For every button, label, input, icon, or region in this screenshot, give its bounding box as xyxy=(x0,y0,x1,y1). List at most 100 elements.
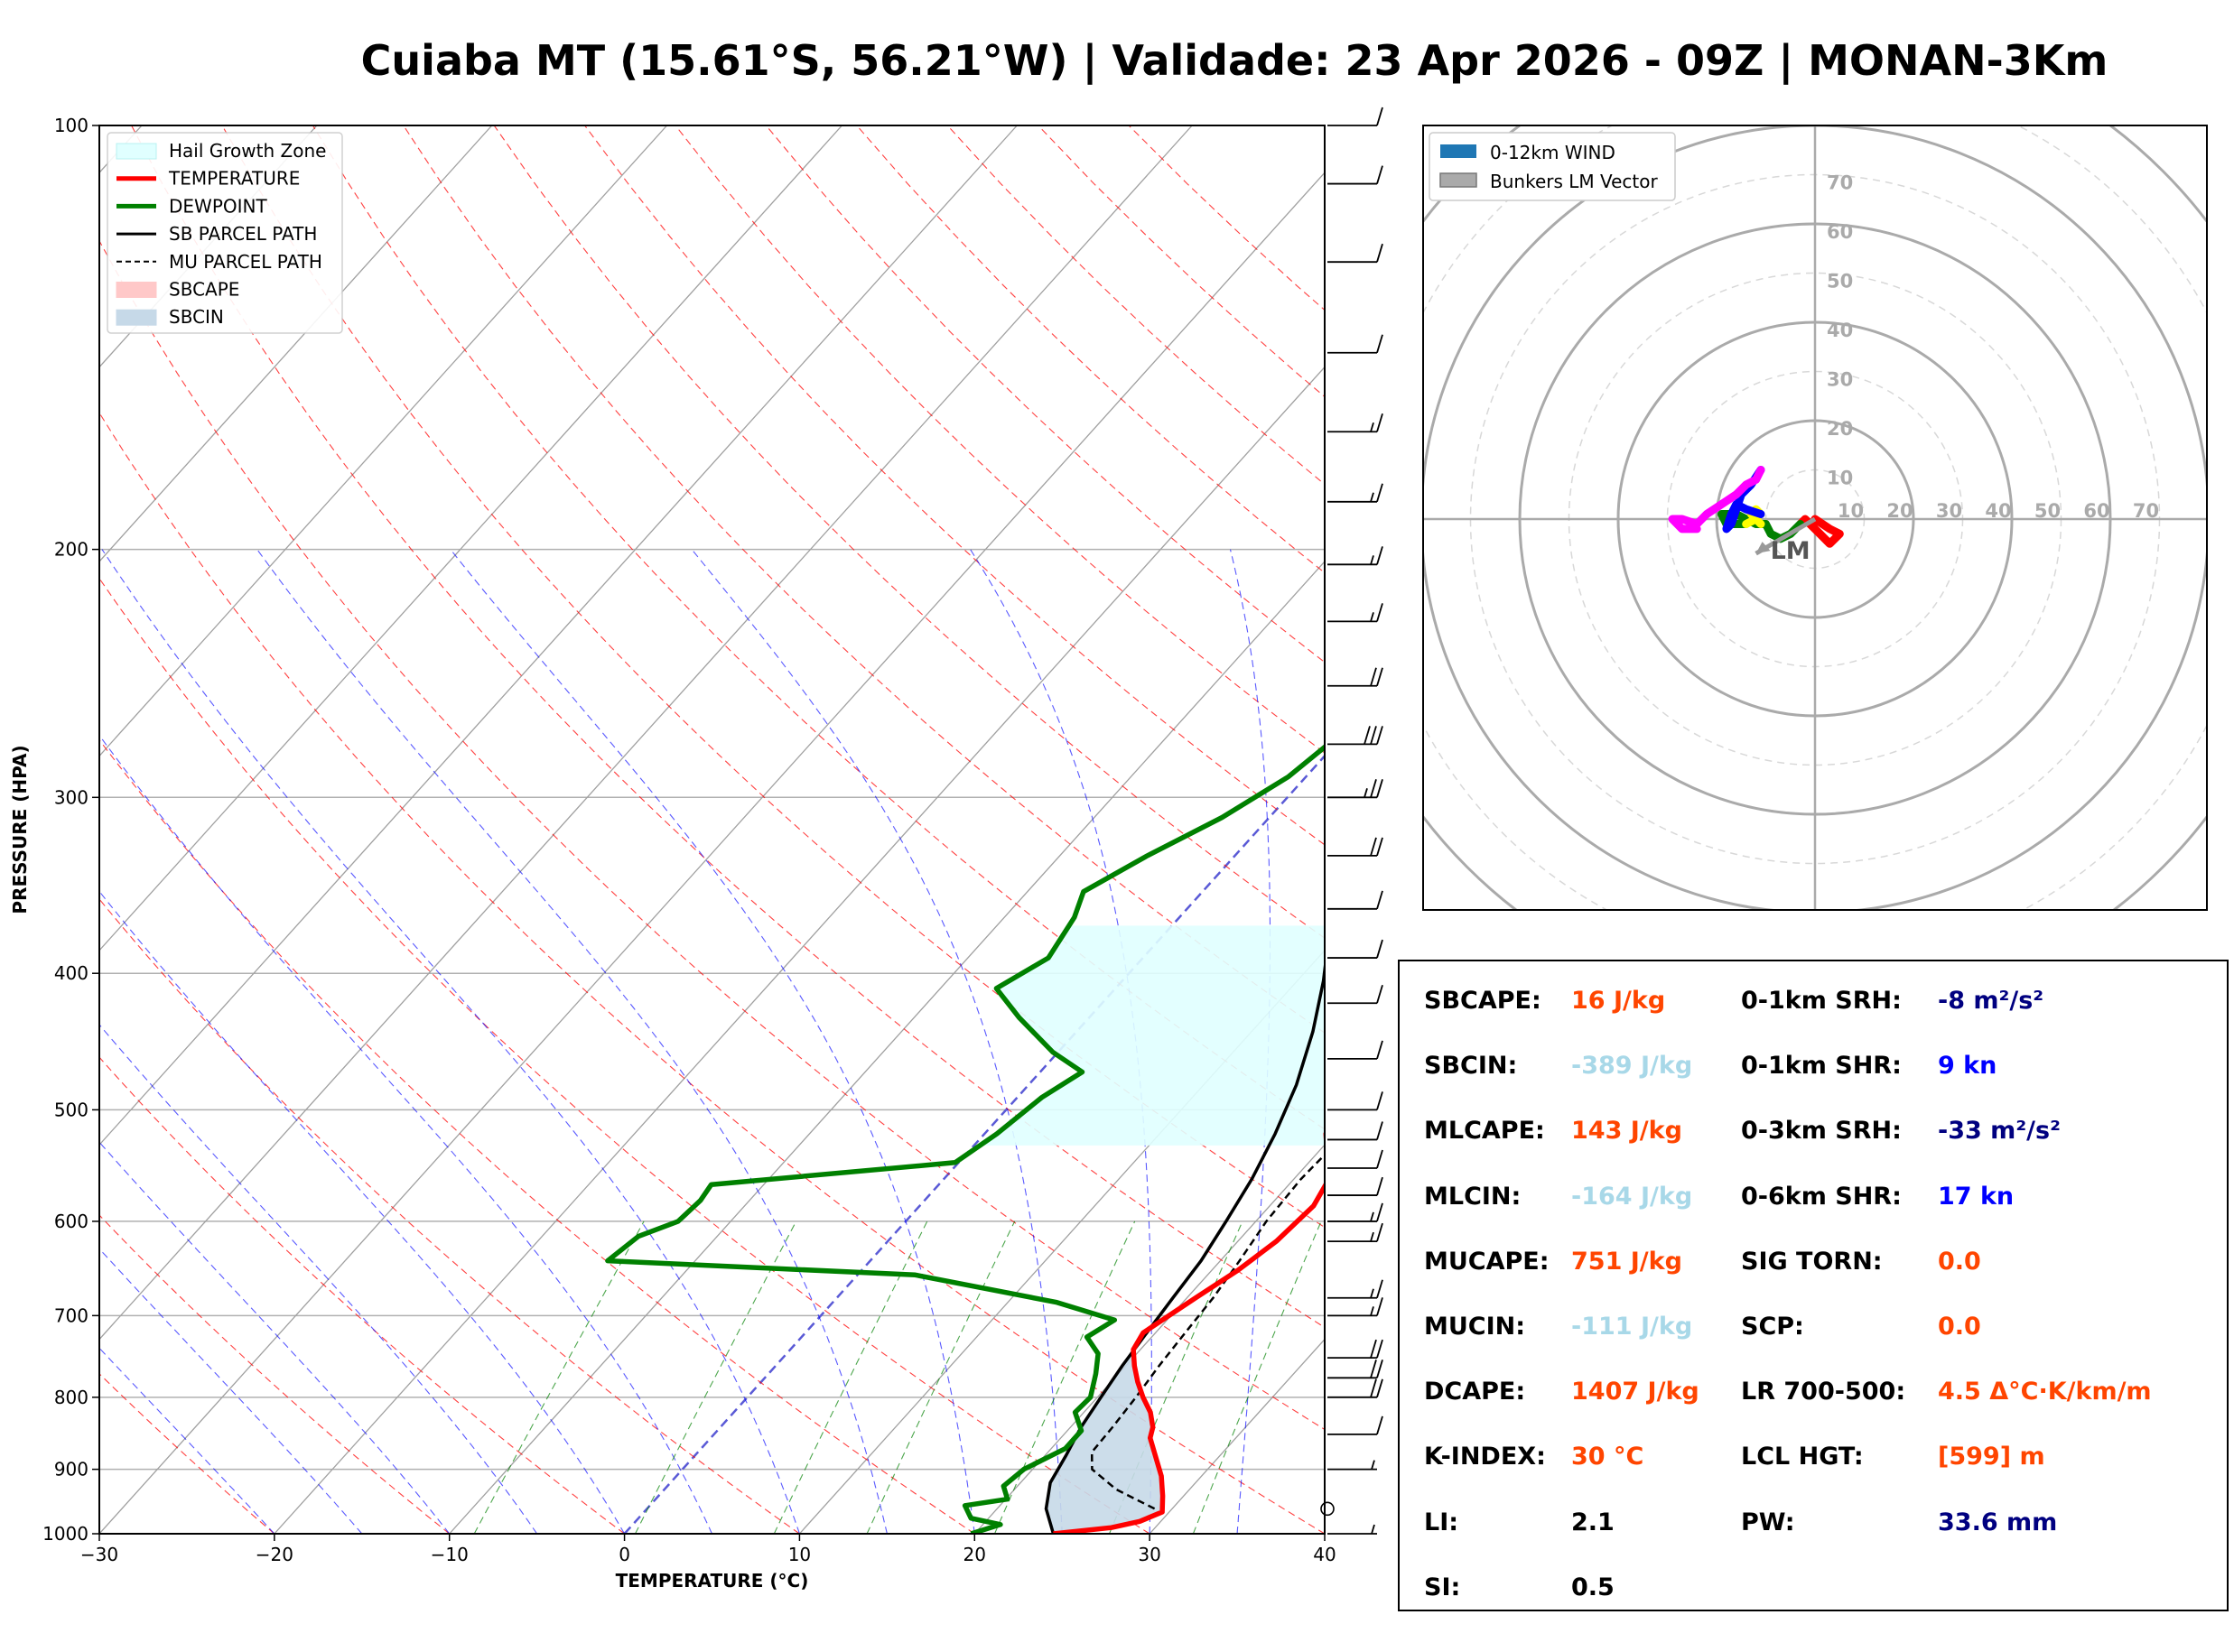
y-tick-label: 900 xyxy=(54,1459,88,1480)
barb-flag xyxy=(1370,1339,1377,1359)
param-value: 17 kn xyxy=(1938,1182,2015,1211)
y-tick-label: 300 xyxy=(54,786,88,808)
barb-flag xyxy=(1376,985,1383,1004)
barb-flag xyxy=(1376,726,1383,745)
param-value: -33 m²/s² xyxy=(1938,1117,2061,1146)
y-tick-label: 100 xyxy=(54,115,88,136)
param-value: 33.6 mm xyxy=(1938,1508,2058,1536)
isotherm xyxy=(99,125,1018,1146)
isotherm xyxy=(99,125,493,562)
x-tick-label: 20 xyxy=(963,1544,986,1565)
barb-half-flag xyxy=(1370,1231,1374,1242)
param-label: MUCIN: xyxy=(1424,1313,1526,1341)
barb-half-flag xyxy=(1370,1288,1374,1298)
skewt-frame xyxy=(98,125,1326,1535)
mixing-ratio-line xyxy=(635,1220,797,1534)
param-value: -164 J/kg xyxy=(1571,1182,1693,1211)
barb-flag xyxy=(1376,243,1383,263)
barb-half-flag xyxy=(1370,612,1374,622)
dry-adiabat xyxy=(99,1056,625,1534)
barb-flag xyxy=(1376,1202,1383,1222)
wind-barb xyxy=(1327,1415,1383,1435)
isotherm xyxy=(99,172,1325,1534)
ring-label: 60 xyxy=(1827,221,1853,243)
isotherm xyxy=(99,125,1193,1341)
legend-swatch xyxy=(116,282,157,298)
barb-flag xyxy=(1370,1360,1377,1378)
param-value: 4.5 Δ°C·K/km/m xyxy=(1938,1378,2152,1406)
dry-adiabat xyxy=(99,898,800,1534)
legend-entry: SBCIN xyxy=(169,306,224,328)
x-tick-label: −30 xyxy=(80,1544,118,1565)
wind-barb xyxy=(1327,413,1383,433)
barb-flag xyxy=(1376,837,1383,857)
sbcin-area xyxy=(1046,1332,1163,1534)
param-value: 0.0 xyxy=(1938,1247,1981,1276)
moist-adiabat xyxy=(256,549,888,1534)
barb-flag xyxy=(1376,483,1383,503)
barb-half-flag xyxy=(1370,492,1374,503)
ring-label: 70 xyxy=(1827,172,1853,194)
wind-barb xyxy=(1327,939,1383,959)
wind-barb xyxy=(1327,107,1383,126)
y-tick-label: 200 xyxy=(54,539,88,561)
ring-label: 40 xyxy=(1985,500,2011,522)
param-label: 0-6km SHR: xyxy=(1741,1182,1902,1211)
chart-title: Cuiaba MT (15.61°S, 56.21°W) | Validade:… xyxy=(360,36,2108,85)
moist-adiabat xyxy=(99,1248,363,1534)
barb-flag xyxy=(1376,1297,1383,1316)
legend-box xyxy=(107,132,343,334)
legend-entry: TEMPERATURE xyxy=(168,168,300,190)
barb-flag xyxy=(1376,603,1383,622)
barb-half-flag xyxy=(1370,555,1374,565)
temperature-line xyxy=(1053,1129,1325,1534)
legend-swatch xyxy=(116,143,157,160)
wind-barb xyxy=(1327,1176,1383,1196)
barb-flag xyxy=(1364,726,1371,745)
ring-label: 40 xyxy=(1827,320,1853,341)
hodograph-plot-area: 10 10 20 20 30 30 40 40 50 50 60 60 70 70 LM xyxy=(1423,125,2207,910)
ring-label: 30 xyxy=(1936,500,1962,522)
x-tick-label: 30 xyxy=(1138,1544,1160,1565)
param-value: -389 J/kg xyxy=(1571,1052,1693,1081)
param-value: 0.0 xyxy=(1938,1313,1981,1341)
wind-barb xyxy=(1327,890,1383,910)
barb-flag xyxy=(1376,939,1383,959)
ring-label: 60 xyxy=(2083,500,2109,522)
param-label: SBCIN: xyxy=(1424,1052,1518,1081)
sb-parcel-line xyxy=(1044,957,1325,1534)
barb-flag xyxy=(1376,1360,1383,1378)
param-value: -8 m²/s² xyxy=(1938,987,2044,1015)
mixing-ratio-line xyxy=(1192,1220,1322,1534)
barb-half-flag xyxy=(1370,1211,1374,1222)
barb-flag xyxy=(1376,890,1383,910)
legend-swatch xyxy=(1440,144,1476,158)
param-label: LI: xyxy=(1424,1508,1459,1536)
mixing-ratio-line xyxy=(773,1220,928,1534)
y-axis-title: PRESSURE (HPA) xyxy=(9,745,31,914)
wind-barb xyxy=(1327,1460,1377,1471)
legend-box xyxy=(1429,132,1676,201)
x-tick-label: 10 xyxy=(788,1544,811,1565)
zero-isotherm xyxy=(623,754,1325,1534)
legend-entry: DEWPOINT xyxy=(169,195,267,217)
barb-flag xyxy=(1376,1339,1383,1359)
mixing-ratio-line xyxy=(473,1220,645,1534)
barb-flag xyxy=(1376,107,1383,126)
param-value: -111 J/kg xyxy=(1571,1313,1693,1341)
ring-label: 20 xyxy=(1886,500,1913,522)
x-tick-label: 40 xyxy=(1313,1544,1336,1565)
x-tick-label: −10 xyxy=(431,1544,469,1565)
skewt-plot-area xyxy=(99,125,1325,1534)
y-tick-label: 800 xyxy=(54,1387,88,1408)
wind-barb xyxy=(1327,1222,1383,1243)
param-label: 0-1km SRH: xyxy=(1741,987,1902,1015)
barb-flag xyxy=(1370,837,1377,857)
wind-barb xyxy=(1327,1149,1383,1169)
dry-adiabat xyxy=(99,1214,451,1534)
dry-adiabat xyxy=(99,577,1150,1534)
barb-flag xyxy=(1370,667,1377,687)
lm-label: LM xyxy=(1771,537,1810,565)
wind-barb xyxy=(1327,667,1383,687)
barb-flag xyxy=(1370,726,1377,745)
